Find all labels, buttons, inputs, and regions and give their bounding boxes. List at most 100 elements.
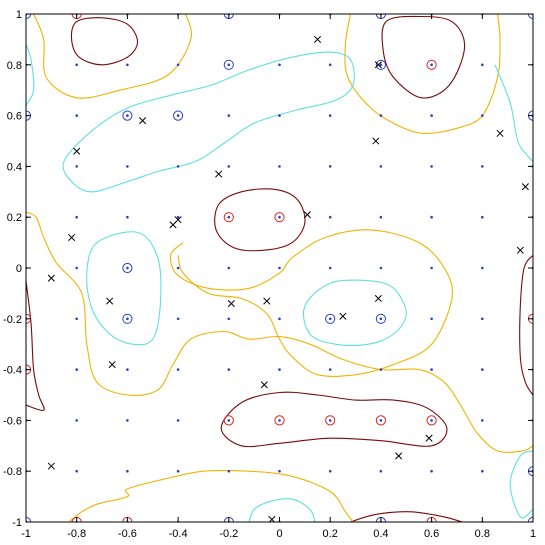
grid-point — [328, 63, 332, 67]
contour-line-mid_low — [62, 51, 355, 193]
circled-point-blue — [375, 59, 386, 70]
contour-line-mid_high — [26, 211, 533, 453]
contour-line-high — [519, 254, 533, 396]
cross-marker — [521, 183, 529, 191]
circled-point-red — [274, 415, 285, 426]
grid-point — [176, 114, 180, 117]
grid-point — [75, 419, 78, 422]
grid-point — [379, 215, 383, 219]
grid-point — [75, 266, 78, 270]
grid-point — [430, 63, 433, 67]
grid-point — [481, 215, 484, 219]
grid-point — [278, 368, 281, 371]
grid-point — [176, 419, 180, 422]
contour-line-mid_low — [302, 279, 407, 347]
grid-point — [481, 469, 484, 473]
grid-point — [481, 419, 484, 422]
x-tick-label: -0.2 — [219, 528, 238, 540]
grid-point — [75, 114, 78, 117]
y-tick-label: -0.2 — [3, 314, 22, 326]
x-tick-label: 0.2 — [323, 528, 338, 540]
cross-marker — [374, 61, 382, 69]
grid-point — [75, 368, 78, 371]
grid-point — [227, 317, 231, 321]
grid-point — [176, 469, 180, 473]
cross-marker — [260, 381, 268, 389]
grid-point — [379, 368, 383, 371]
cross-stroke — [516, 246, 524, 254]
cross-marker — [108, 360, 116, 369]
grid-point — [75, 63, 78, 67]
grid-point — [328, 469, 332, 473]
cross-marker — [496, 129, 504, 137]
cross-stroke — [395, 452, 403, 460]
grid-point — [481, 165, 484, 168]
circled-point-blue — [122, 262, 133, 274]
cross-stroke — [496, 129, 504, 137]
cross-stroke — [108, 360, 116, 369]
contour-line-high — [70, 17, 139, 66]
cross-marker — [68, 233, 76, 242]
y-tick-label: 0 — [16, 263, 22, 275]
x-tick-label: -0.8 — [67, 528, 86, 540]
cross-marker — [313, 35, 322, 43]
cross-marker — [339, 312, 347, 320]
axes: -1 -0.8 -0.6 -0.4 -0.2 0 0.2 0.4 0.6 0.8 1 -1 -0.8 -0… — [3, 9, 536, 540]
circled-point-red — [375, 415, 386, 426]
y-tick-label: -0.6 — [3, 415, 22, 427]
cross-stroke — [339, 312, 347, 320]
grid-point — [379, 114, 383, 117]
contour-line-mid_low — [248, 498, 316, 522]
cross-marker — [47, 462, 55, 470]
y-tick-label: -0.4 — [3, 365, 22, 377]
grid-point — [430, 469, 433, 473]
circled-point-blue — [325, 313, 336, 324]
x-tick-label: 1 — [530, 528, 536, 540]
circled-point-blue — [122, 313, 133, 324]
grid-point — [328, 165, 332, 168]
cross-stroke — [521, 183, 529, 191]
grid-point — [227, 114, 231, 117]
x-tick-label: -0.4 — [169, 528, 188, 540]
circled-point-red — [223, 212, 234, 223]
cross-stroke — [303, 211, 311, 219]
grid-point — [278, 215, 281, 219]
grid-point — [481, 266, 484, 270]
grid-point — [278, 114, 281, 117]
grid-point — [278, 266, 281, 270]
grid-point — [227, 215, 231, 219]
cross-stroke — [47, 462, 55, 470]
grid-point — [176, 165, 180, 168]
grid-point — [126, 368, 129, 371]
y-tick-label: -1 — [12, 517, 22, 529]
cross-stroke — [169, 221, 177, 229]
grid-point — [379, 419, 383, 422]
cross-stroke — [260, 381, 268, 389]
circled-point-red — [325, 415, 336, 426]
contour-line-mid_low — [509, 450, 533, 519]
cross-stroke — [106, 297, 114, 305]
contour-line-mid_high — [68, 469, 354, 522]
grid-point — [430, 114, 433, 117]
grid-point — [379, 63, 383, 67]
grid-point — [379, 165, 383, 168]
grid-point — [126, 317, 129, 321]
cross-stroke — [374, 294, 382, 303]
cross-marker — [227, 300, 235, 308]
cross-stroke — [263, 297, 271, 305]
contour-line-high — [381, 15, 466, 99]
circled-point-blue — [223, 59, 234, 70]
x-tick-label: -1 — [21, 528, 31, 540]
grid-point — [430, 266, 433, 270]
cross-marker — [73, 147, 81, 155]
contour-line-mid_high — [33, 14, 193, 99]
grid-point — [227, 368, 231, 371]
grid-point — [379, 317, 383, 321]
grid-point — [227, 266, 231, 270]
cross-marker — [263, 297, 271, 305]
grid-point — [278, 419, 281, 422]
cross-marker — [106, 297, 114, 305]
grid-point — [75, 469, 78, 473]
x-tick-label: 0.8 — [475, 528, 490, 540]
